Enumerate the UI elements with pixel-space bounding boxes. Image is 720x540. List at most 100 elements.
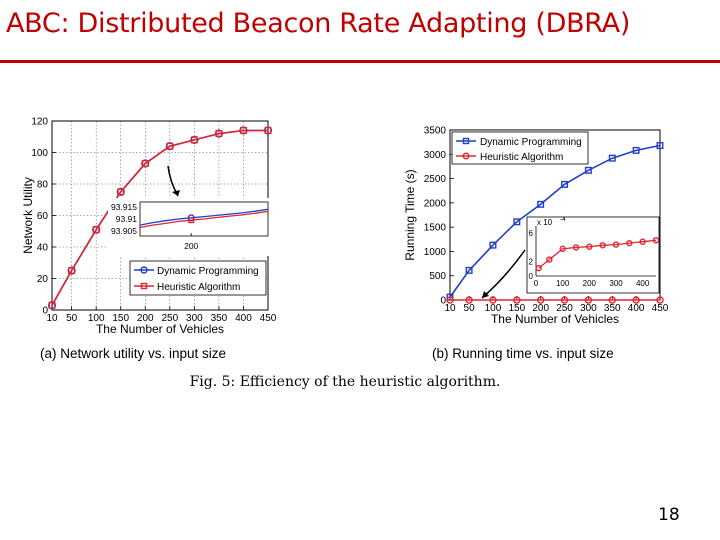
inset-arrow bbox=[481, 249, 526, 299]
inset-series-line-0 bbox=[139, 208, 269, 226]
page-number: 18 bbox=[658, 505, 680, 525]
x-axis-label: The Number of Vehicles bbox=[491, 312, 619, 326]
data-point-0 bbox=[513, 218, 521, 226]
y-tick-label: 1500 bbox=[424, 223, 447, 234]
y-axis-label: Network Utility bbox=[21, 177, 35, 254]
inset-series-line bbox=[538, 239, 657, 269]
title-divider bbox=[0, 60, 720, 63]
inset-y-tick-label: 93.91 bbox=[116, 214, 138, 224]
y-tick-label: 100 bbox=[31, 148, 48, 159]
inset-data-point bbox=[612, 241, 620, 248]
inset-exponent: -4 bbox=[560, 216, 566, 223]
x-tick-label: 350 bbox=[604, 303, 621, 314]
y-tick-label: 120 bbox=[31, 117, 48, 128]
inset-x-tick-label: 400 bbox=[636, 279, 650, 288]
x-axis-label: The Number of Vehicles bbox=[96, 322, 224, 336]
x-tick-label: 200 bbox=[532, 303, 549, 314]
inset-x-tick-label: 200 bbox=[184, 241, 198, 251]
inset-y-tick-label: 2 bbox=[529, 258, 534, 267]
x-tick-label: 450 bbox=[260, 313, 277, 324]
legend-marker-1 bbox=[140, 282, 148, 290]
y-tick-label: 2500 bbox=[424, 174, 447, 185]
data-point-1 bbox=[68, 267, 76, 275]
data-point-1 bbox=[92, 226, 100, 234]
x-tick-label: 150 bbox=[508, 303, 525, 314]
x-tick-label: 100 bbox=[485, 303, 502, 314]
data-point-0 bbox=[584, 166, 592, 174]
data-point-1 bbox=[608, 296, 616, 304]
data-point-1 bbox=[239, 126, 247, 134]
x-tick-label: 10 bbox=[46, 313, 58, 324]
chart-b: 10 50 100 150 200 250 300 350 400 450050010001500… bbox=[403, 126, 669, 362]
legend-label-1: Heuristic Algorithm bbox=[157, 282, 240, 293]
chart-b-caption: (b) Running time vs. input size bbox=[432, 346, 614, 361]
x-tick-label: 100 bbox=[88, 313, 105, 324]
figure-caption: Fig. 5: Efficiency of the heuristic algo… bbox=[189, 374, 501, 390]
x-tick-label: 400 bbox=[235, 313, 252, 324]
y-tick-label: 0 bbox=[440, 296, 446, 307]
x-tick-label: 200 bbox=[137, 313, 154, 324]
data-point-0 bbox=[561, 180, 569, 188]
inset-data-point bbox=[535, 264, 542, 272]
figure-svg: 10 50 100 150 200 250 300 350 400 450020406080100… bbox=[21, 117, 669, 362]
data-point-0 bbox=[632, 146, 640, 154]
inset-data-point bbox=[546, 256, 553, 263]
legend-label-0: Dynamic Programming bbox=[480, 137, 582, 148]
data-point-1 bbox=[117, 188, 125, 196]
y-tick-label: 3000 bbox=[424, 150, 447, 161]
data-point-0 bbox=[656, 142, 664, 150]
data-point-1 bbox=[656, 296, 664, 304]
inset-data-point bbox=[586, 243, 593, 250]
inset-y-tick-label: 6 bbox=[529, 229, 534, 238]
data-point-1 bbox=[632, 296, 640, 304]
y-tick-label: 40 bbox=[37, 243, 49, 254]
series-line-1 bbox=[51, 129, 268, 306]
y-tick-label: 20 bbox=[37, 274, 49, 285]
y-tick-label: 1000 bbox=[424, 247, 447, 258]
inset-data-point bbox=[572, 244, 580, 251]
chart-a-caption: (a) Network utility vs. input size bbox=[40, 346, 226, 361]
inset-x-tick-label: 0 bbox=[534, 279, 539, 288]
y-tick-label: 3500 bbox=[424, 126, 447, 137]
y-axis-label: Running Time (s) bbox=[403, 169, 417, 260]
inset-data-point bbox=[626, 239, 633, 247]
inset-data-point bbox=[639, 238, 646, 245]
data-point-1 bbox=[141, 160, 149, 168]
legend-marker-0 bbox=[462, 137, 470, 145]
legend-label-0: Dynamic Programming bbox=[157, 266, 259, 277]
data-point-1 bbox=[465, 296, 473, 304]
data-point-0 bbox=[465, 266, 473, 274]
legend-label-1: Heuristic Algorithm bbox=[480, 152, 563, 163]
x-tick-label: 400 bbox=[628, 303, 645, 314]
series-line-0 bbox=[449, 144, 661, 298]
data-point-1 bbox=[513, 296, 521, 304]
x-tick-label: 300 bbox=[186, 313, 203, 324]
inset-data-point bbox=[652, 237, 660, 244]
inset-data-point-1 bbox=[188, 217, 195, 224]
legend-box bbox=[129, 260, 267, 296]
data-point-1 bbox=[489, 296, 497, 304]
legend-box bbox=[451, 131, 589, 165]
inset-multiplier: x 10 bbox=[537, 218, 553, 227]
x-tick-label: 350 bbox=[211, 313, 228, 324]
y-tick-label: 2000 bbox=[424, 198, 447, 209]
slide-title: ABC: Distributed Beacon Rate Adapting (D… bbox=[6, 8, 631, 39]
inset-series-line-1 bbox=[139, 210, 269, 229]
data-point-1 bbox=[584, 296, 593, 304]
inset-x-tick-label: 100 bbox=[556, 279, 570, 288]
data-point-0 bbox=[608, 154, 616, 162]
inset-data-point bbox=[559, 245, 566, 253]
legend-marker-1 bbox=[462, 152, 470, 160]
inset-x-tick-label: 300 bbox=[609, 279, 623, 288]
data-point-1 bbox=[166, 142, 174, 150]
y-tick-label: 500 bbox=[429, 271, 446, 282]
x-tick-label: 250 bbox=[556, 303, 573, 314]
inset-y-tick-label: 93.905 bbox=[111, 226, 137, 236]
data-point-1 bbox=[536, 296, 545, 304]
data-point-1 bbox=[560, 296, 569, 304]
data-point-1 bbox=[190, 136, 198, 144]
inset-background bbox=[526, 216, 660, 294]
x-tick-label: 250 bbox=[161, 313, 178, 324]
inset-arrowhead bbox=[172, 190, 180, 196]
legend-marker-0 bbox=[140, 266, 148, 274]
